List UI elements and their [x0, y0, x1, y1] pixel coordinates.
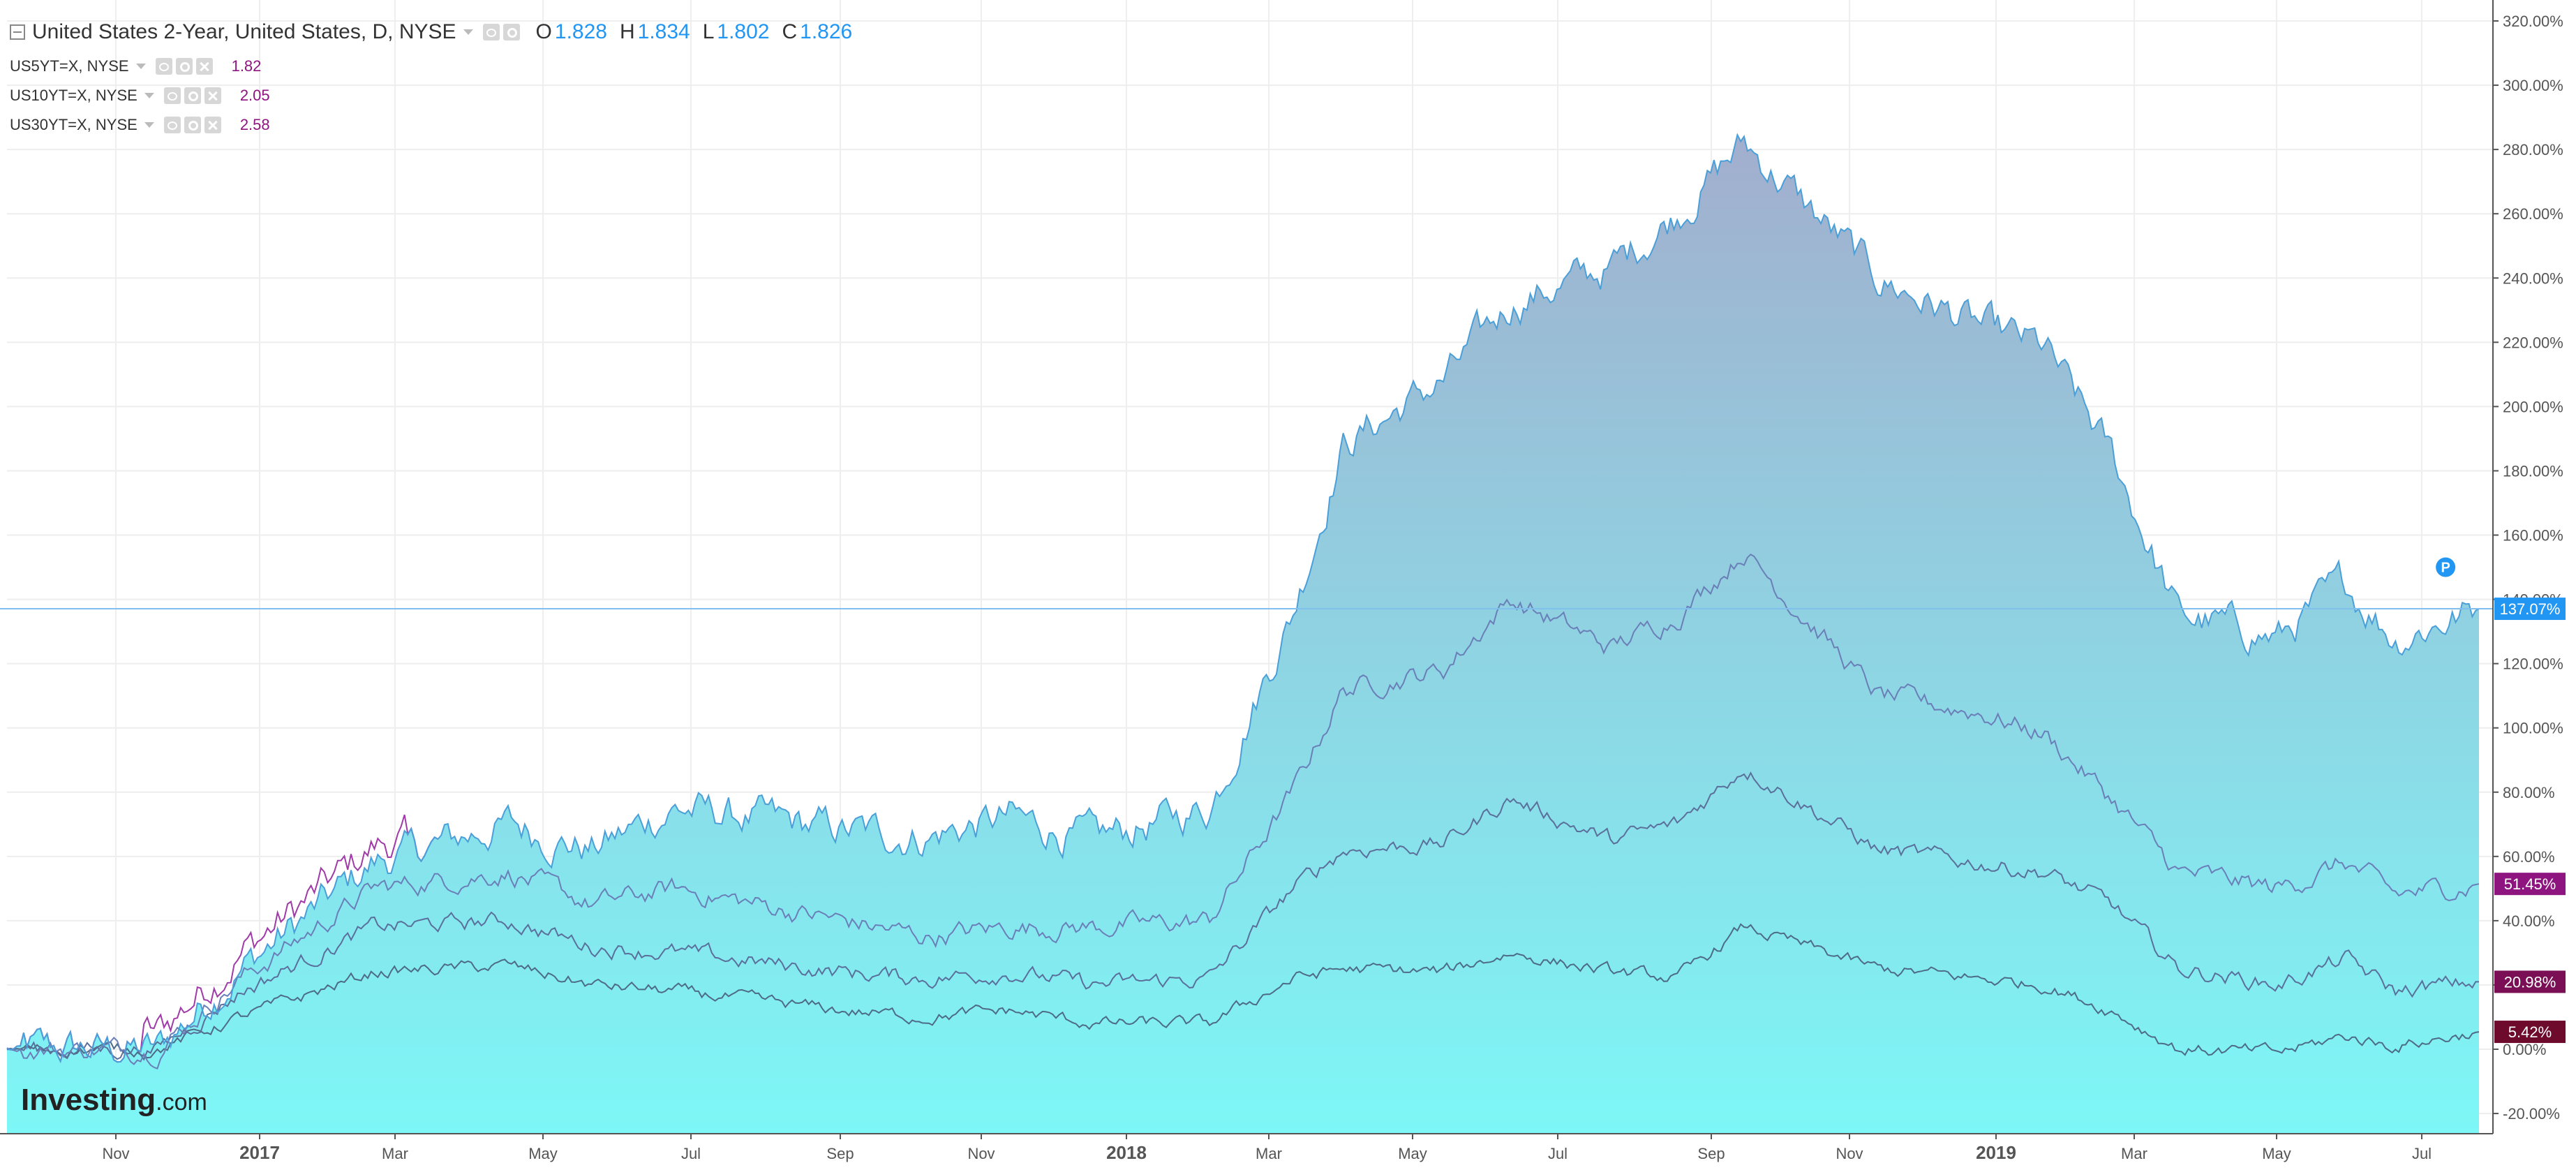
badge-main-label: 137.07% [2500, 600, 2561, 618]
y-tick-label: 280.00% [2503, 141, 2563, 158]
x-tick-label: May [1398, 1145, 1427, 1162]
legend-row-us5: US5YT=X, NYSE 1.82 [10, 52, 852, 81]
comparison-symbol-us30[interactable]: US30YT=X, NYSE [10, 116, 137, 133]
eye-icon[interactable] [163, 87, 181, 104]
chevron-down-icon[interactable] [135, 64, 146, 69]
comparison-value-us30: 2.58 [239, 116, 270, 133]
x-tick-label: Mar [382, 1145, 408, 1162]
y-tick-label: 120.00% [2503, 656, 2563, 673]
x-tick-label: Mar [1256, 1145, 1282, 1162]
x-tick-label: Mar [2121, 1145, 2147, 1162]
marker-p-label: P [2441, 561, 2450, 576]
legend-main-row: United States 2-Year, United States, D, … [10, 13, 852, 52]
legend-row-us10: US10YT=X, NYSE 2.05 [10, 81, 852, 110]
gear-icon[interactable] [184, 117, 201, 133]
chevron-down-icon[interactable] [144, 93, 154, 98]
x-tick-label: Sep [826, 1145, 854, 1162]
ohlc-close-value: 1.826 [800, 20, 853, 43]
marker-p-icon[interactable] [2436, 557, 2456, 577]
close-icon[interactable] [204, 87, 221, 104]
legend-row-us30: US30YT=X, NYSE 2.58 [10, 110, 852, 140]
ohlc-open-value: 1.828 [554, 20, 607, 43]
badge-us30 [2494, 1021, 2566, 1044]
badge-us10-label: 20.98% [2504, 973, 2556, 991]
badge-main [2494, 598, 2566, 621]
investing-logo: Investing.com [21, 1083, 207, 1117]
x-tick-label: Sep [1697, 1145, 1725, 1162]
y-tick-label: 180.00% [2503, 462, 2563, 480]
y-tick-label: 260.00% [2503, 205, 2563, 223]
x-tick-label: 2017 [239, 1142, 280, 1163]
eye-icon[interactable] [482, 24, 500, 40]
x-tick-label: 2018 [1106, 1142, 1147, 1163]
y-tick-label: 40.00% [2503, 912, 2555, 930]
collapse-icon[interactable] [10, 24, 25, 40]
chevron-down-icon[interactable] [463, 29, 473, 35]
gear-icon[interactable] [184, 87, 201, 104]
ohlc-low-value: 1.802 [717, 20, 770, 43]
x-tick-label: Nov [1836, 1145, 1863, 1162]
x-tick-label: May [2262, 1145, 2291, 1162]
ohlc-high-key: H [619, 20, 635, 43]
y-tick-label: 160.00% [2503, 527, 2563, 545]
series-line-us10[interactable] [6, 771, 2479, 1061]
y-tick-label: 100.00% [2503, 720, 2563, 737]
x-tick-label: Jul [1548, 1145, 1568, 1162]
y-tick-label: 220.00% [2503, 334, 2563, 351]
badge-us5-label: 51.45% [2504, 875, 2556, 893]
ohlc-close-key: C [782, 20, 798, 43]
ohlc-low-key: L [702, 20, 715, 43]
legend: United States 2-Year, United States, D, … [10, 13, 852, 140]
x-tick-label: 2019 [1976, 1142, 2016, 1163]
investing-logo-brand: Investing [21, 1083, 156, 1117]
investing-logo-suffix: .com [156, 1089, 207, 1116]
badge-us30-label: 5.42% [2508, 1023, 2552, 1041]
series-line-us5[interactable] [6, 553, 2480, 1069]
eye-icon[interactable] [155, 58, 172, 75]
y-tick-label: 200.00% [2503, 398, 2563, 415]
y-tick-label: 320.00% [2503, 13, 2563, 30]
main-symbol-title[interactable]: United States 2-Year, United States, D, … [32, 20, 456, 43]
y-tick-label: 300.00% [2503, 77, 2563, 94]
ohlc-high-value: 1.834 [637, 20, 690, 43]
y-tick-label: 60.00% [2503, 848, 2555, 866]
gear-icon[interactable] [502, 24, 520, 40]
x-tick-label: May [528, 1145, 558, 1162]
comparison-symbol-us5[interactable]: US5YT=X, NYSE [10, 57, 129, 75]
eye-icon[interactable] [163, 117, 181, 133]
comparison-value-us5: 1.82 [231, 57, 262, 75]
gear-icon[interactable] [175, 58, 193, 75]
x-tick-label: Nov [967, 1145, 995, 1162]
y-tick-label: -20.00% [2503, 1105, 2560, 1123]
badge-us10 [2494, 970, 2566, 993]
y-tick-label: 0.00% [2503, 1041, 2546, 1058]
close-icon[interactable] [204, 117, 221, 133]
comparison-value-us10: 2.05 [239, 87, 270, 104]
x-tick-label: Jul [681, 1145, 701, 1162]
x-tick-label: Nov [102, 1145, 129, 1162]
main-area-fill [7, 135, 2479, 1134]
chevron-down-icon[interactable] [144, 122, 154, 128]
badge-us5 [2494, 873, 2566, 896]
close-icon[interactable] [195, 58, 213, 75]
series-line-main[interactable] [6, 133, 2480, 1063]
x-tick-label: Jul [2412, 1145, 2432, 1162]
series-line-us30[interactable] [6, 923, 2480, 1059]
comparison-symbol-us10[interactable]: US10YT=X, NYSE [10, 87, 137, 104]
ohlc-open-key: O [535, 20, 552, 43]
y-tick-label: 80.00% [2503, 784, 2555, 801]
y-tick-label: 240.00% [2503, 269, 2563, 287]
